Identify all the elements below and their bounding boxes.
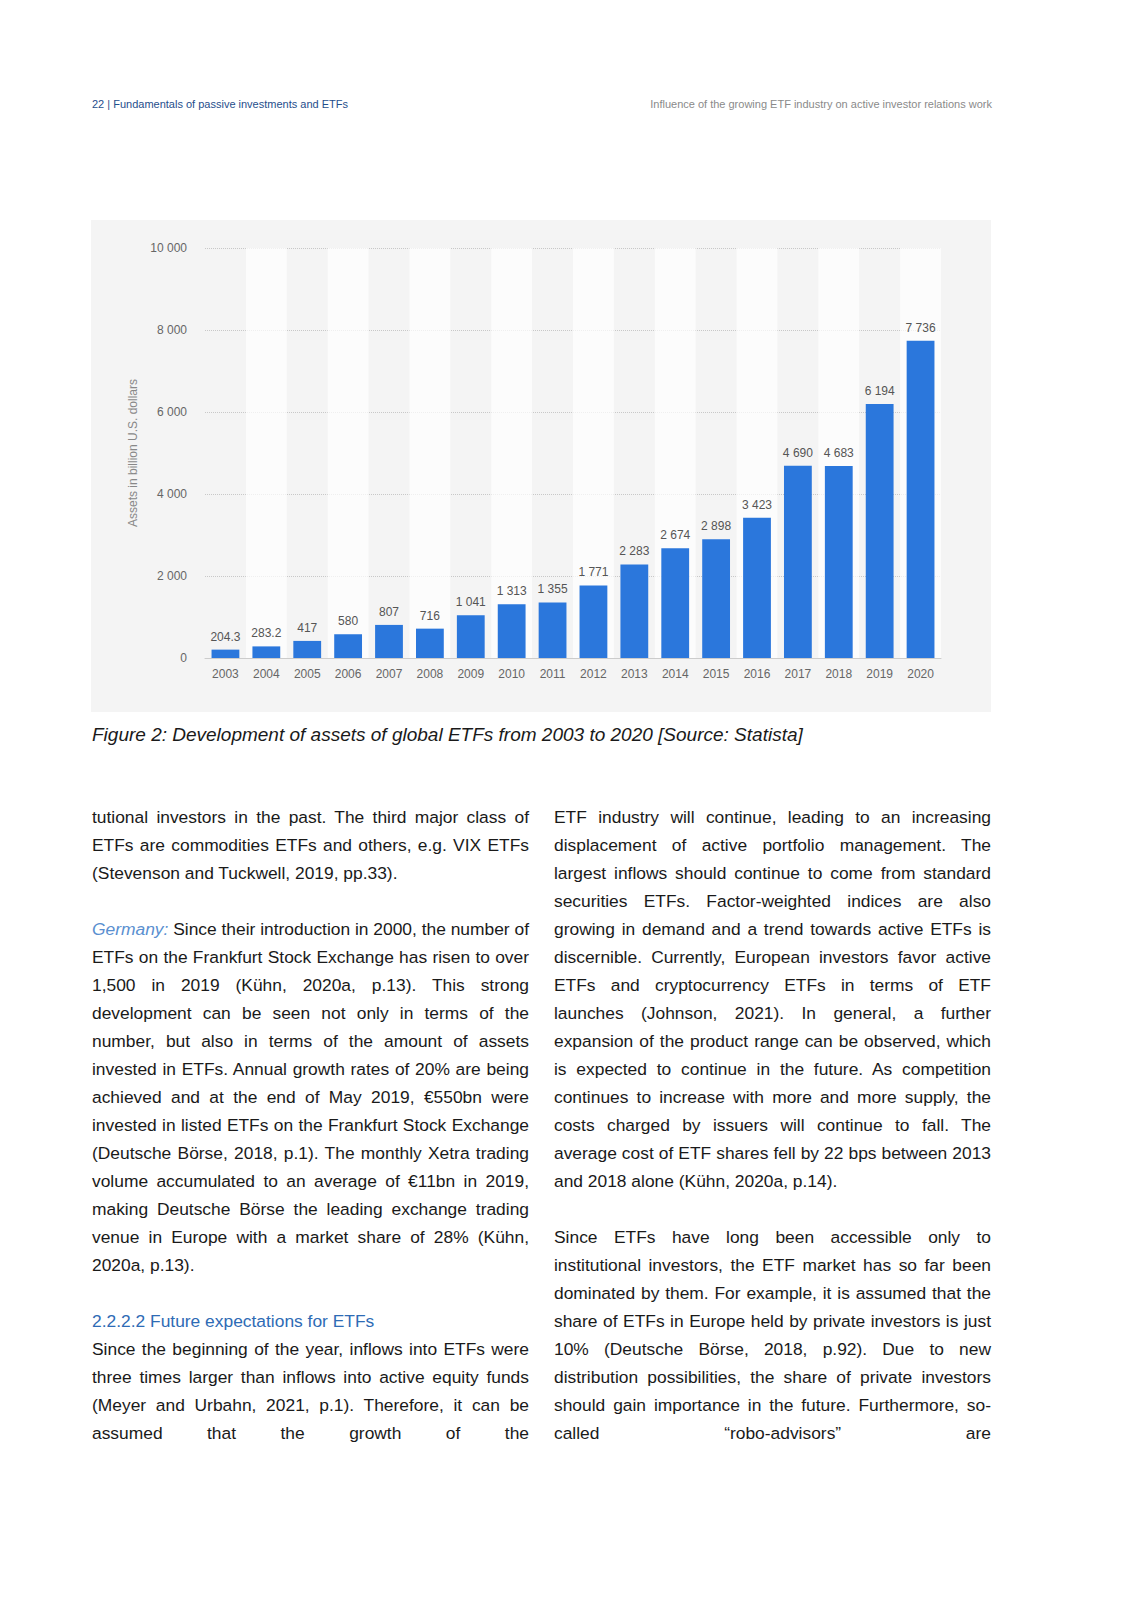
html-text:22 | Fundamentals of passive i: 22 | Fundamentals of passive investments… xyxy=(92,98,348,110)
svg-text:6 194: 6 194 xyxy=(865,384,895,398)
html-text:Figure 2: Development of asset: Figure 2: Development of assets of globa… xyxy=(92,724,803,745)
svg-text:2019: 2019 xyxy=(866,667,893,681)
svg-text:1 355: 1 355 xyxy=(538,582,568,596)
svg-text:2003: 2003 xyxy=(212,667,239,681)
svg-text:2015: 2015 xyxy=(703,667,730,681)
svg-text:4 000: 4 000 xyxy=(157,487,187,501)
svg-text:7 736: 7 736 xyxy=(906,321,936,335)
svg-text:580: 580 xyxy=(338,614,358,628)
svg-text:2006: 2006 xyxy=(335,667,362,681)
svg-text:2 898: 2 898 xyxy=(701,519,731,533)
svg-text:2 283: 2 283 xyxy=(619,544,649,558)
svg-text:2 674: 2 674 xyxy=(660,528,690,542)
html-text:tutional investors in the past: tutional investors in the past. The thir… xyxy=(92,807,529,883)
svg-text:2017: 2017 xyxy=(785,667,812,681)
svg-text:3 423: 3 423 xyxy=(742,498,772,512)
html-text:Since ETFs have long been acce: Since ETFs have long been accessible onl… xyxy=(554,1227,991,1443)
svg-text:2010: 2010 xyxy=(498,667,525,681)
svg-text:Assets in billion U.S. dollars: Assets in billion U.S. dollars xyxy=(126,379,140,527)
svg-text:4 683: 4 683 xyxy=(824,446,854,460)
svg-text:2018: 2018 xyxy=(825,667,852,681)
svg-text:2016: 2016 xyxy=(744,667,771,681)
svg-text:2011: 2011 xyxy=(540,667,566,681)
svg-text:8 000: 8 000 xyxy=(157,323,187,337)
svg-text:716: 716 xyxy=(420,609,440,623)
svg-text:2012: 2012 xyxy=(580,667,607,681)
svg-text:2005: 2005 xyxy=(294,667,321,681)
svg-text:0: 0 xyxy=(180,651,187,665)
svg-text:807: 807 xyxy=(379,605,399,619)
html-text:Influence of the growing ETF i: Influence of the growing ETF industry on… xyxy=(650,98,992,110)
html-text:Germany: Since their introduct: Germany: Since their introduction in 200… xyxy=(92,919,529,1275)
svg-text:2007: 2007 xyxy=(376,667,403,681)
svg-text:204.3: 204.3 xyxy=(210,630,240,644)
svg-text:1 771: 1 771 xyxy=(578,565,608,579)
svg-text:10 000: 10 000 xyxy=(150,241,187,255)
svg-text:2020: 2020 xyxy=(907,667,934,681)
svg-text:1 313: 1 313 xyxy=(497,584,527,598)
svg-text:283.2: 283.2 xyxy=(251,626,281,640)
svg-text:2004: 2004 xyxy=(253,667,280,681)
svg-text:2014: 2014 xyxy=(662,667,689,681)
html-text:ETF industry will continue, le: ETF industry will continue, leading to a… xyxy=(554,807,991,1191)
svg-text:417: 417 xyxy=(297,621,317,635)
svg-text:2013: 2013 xyxy=(621,667,648,681)
html-text:2.2.2.2 Future expectations fo: 2.2.2.2 Future expectations for ETFs xyxy=(92,1311,375,1331)
svg-text:6 000: 6 000 xyxy=(157,405,187,419)
svg-text:2009: 2009 xyxy=(457,667,484,681)
svg-text:2008: 2008 xyxy=(417,667,444,681)
svg-text:4 690: 4 690 xyxy=(783,446,813,460)
svg-text:1 041: 1 041 xyxy=(456,595,486,609)
svg-text:2 000: 2 000 xyxy=(157,569,187,583)
html-text:Since the beginning of the yea: Since the beginning of the year, inflows… xyxy=(92,1339,529,1443)
